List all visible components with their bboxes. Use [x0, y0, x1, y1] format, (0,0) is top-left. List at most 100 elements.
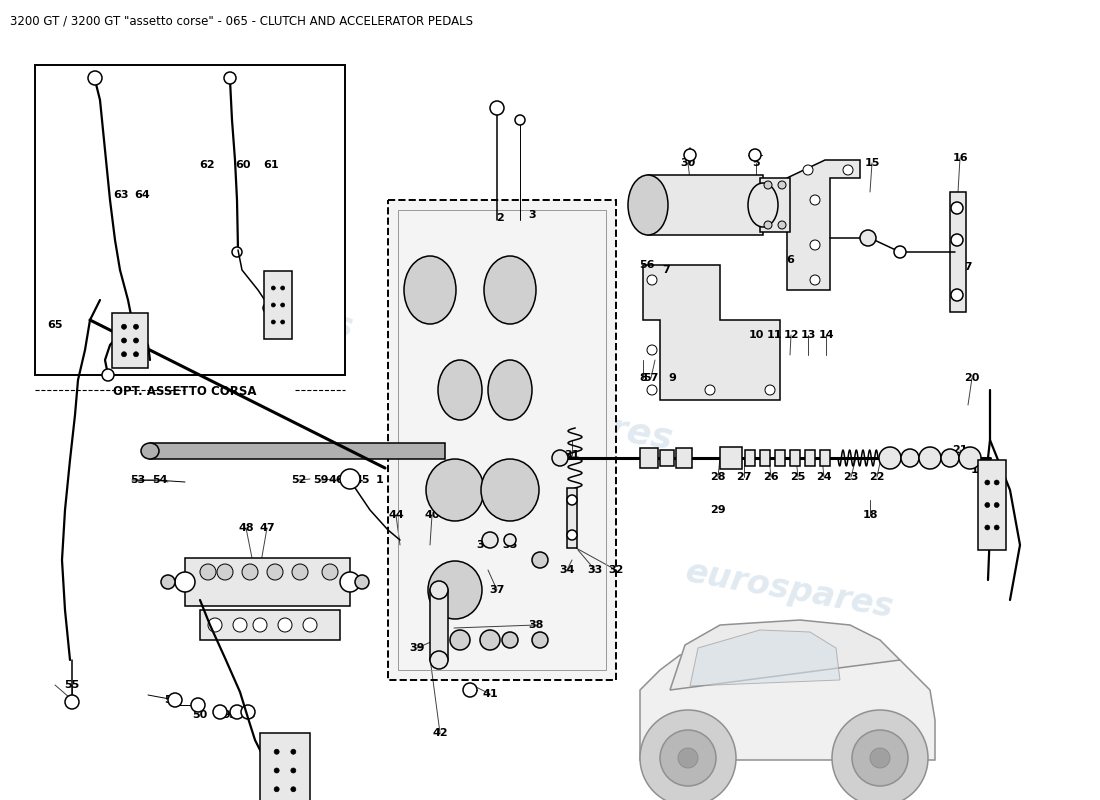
- Ellipse shape: [481, 459, 539, 521]
- Circle shape: [241, 705, 255, 719]
- Circle shape: [959, 447, 981, 469]
- Circle shape: [274, 768, 279, 773]
- Text: 19: 19: [970, 465, 986, 475]
- Circle shape: [292, 564, 308, 580]
- Circle shape: [290, 768, 296, 773]
- Circle shape: [430, 581, 448, 599]
- Text: 62: 62: [199, 160, 214, 170]
- Text: eurospares: eurospares: [683, 555, 896, 625]
- Bar: [760, 450, 770, 466]
- Polygon shape: [200, 610, 340, 640]
- Text: 1: 1: [376, 475, 384, 485]
- Polygon shape: [786, 160, 860, 290]
- Text: 41: 41: [482, 689, 498, 699]
- Ellipse shape: [488, 360, 532, 420]
- Circle shape: [502, 632, 518, 648]
- Circle shape: [121, 338, 126, 343]
- Bar: [760, 178, 790, 232]
- Text: eurospares: eurospares: [444, 383, 675, 457]
- Circle shape: [678, 748, 698, 768]
- Circle shape: [217, 564, 233, 580]
- Text: 23: 23: [844, 472, 859, 482]
- Text: 56: 56: [639, 260, 654, 270]
- Circle shape: [566, 495, 578, 505]
- Bar: [566, 488, 578, 548]
- Circle shape: [340, 469, 360, 489]
- Text: 54: 54: [152, 475, 167, 485]
- Bar: [648, 175, 763, 235]
- Circle shape: [272, 286, 275, 290]
- Polygon shape: [690, 630, 840, 686]
- Bar: [35, 65, 345, 375]
- Text: 64: 64: [134, 190, 150, 200]
- Circle shape: [322, 564, 338, 580]
- Circle shape: [984, 480, 990, 485]
- Text: 59: 59: [314, 475, 329, 485]
- Text: eurospares: eurospares: [143, 275, 356, 345]
- Bar: [978, 460, 1006, 550]
- Text: 4: 4: [639, 190, 647, 200]
- Ellipse shape: [426, 459, 484, 521]
- Text: 36: 36: [476, 540, 492, 550]
- Circle shape: [532, 552, 548, 568]
- Text: 3200 GT / 3200 GT "assetto corse" - 065 - CLUTCH AND ACCELERATOR PEDALS: 3200 GT / 3200 GT "assetto corse" - 065 …: [10, 14, 473, 27]
- Circle shape: [340, 572, 360, 592]
- Circle shape: [168, 693, 182, 707]
- Text: 40: 40: [425, 510, 440, 520]
- Text: 35: 35: [503, 540, 518, 550]
- Text: 18: 18: [862, 510, 878, 520]
- Bar: [150, 443, 446, 459]
- Circle shape: [480, 630, 501, 650]
- Polygon shape: [670, 620, 900, 690]
- Text: 47: 47: [260, 523, 275, 533]
- Text: 58: 58: [229, 710, 244, 720]
- Circle shape: [778, 221, 786, 229]
- Circle shape: [290, 786, 296, 792]
- Text: 27: 27: [736, 472, 751, 482]
- Text: 31: 31: [564, 450, 580, 460]
- Text: 3: 3: [528, 210, 536, 220]
- Circle shape: [274, 786, 279, 792]
- Circle shape: [764, 181, 772, 189]
- Polygon shape: [644, 265, 780, 400]
- Circle shape: [705, 385, 715, 395]
- Text: 46: 46: [328, 475, 344, 485]
- Text: 28: 28: [711, 472, 726, 482]
- Circle shape: [65, 695, 79, 709]
- Circle shape: [272, 320, 275, 324]
- Bar: [185, 558, 350, 606]
- Ellipse shape: [428, 561, 482, 619]
- Circle shape: [952, 234, 962, 246]
- Circle shape: [532, 632, 548, 648]
- Bar: [790, 450, 800, 466]
- Text: 63: 63: [113, 190, 129, 200]
- Bar: [112, 313, 148, 368]
- Polygon shape: [640, 645, 935, 760]
- Circle shape: [984, 525, 990, 530]
- Ellipse shape: [628, 175, 668, 235]
- Circle shape: [940, 449, 959, 467]
- Circle shape: [994, 502, 999, 507]
- Text: 14: 14: [818, 330, 834, 340]
- Circle shape: [552, 450, 568, 466]
- Circle shape: [852, 730, 907, 786]
- Text: 21: 21: [953, 445, 968, 455]
- Text: OPT. ASSETTO CORSA: OPT. ASSETTO CORSA: [113, 385, 256, 398]
- Circle shape: [121, 324, 126, 330]
- Text: 43: 43: [240, 710, 255, 720]
- Text: 5: 5: [752, 158, 760, 168]
- Ellipse shape: [438, 360, 482, 420]
- Text: 60: 60: [235, 160, 251, 170]
- Circle shape: [233, 618, 248, 632]
- Circle shape: [280, 286, 285, 290]
- Text: 12: 12: [783, 330, 799, 340]
- Text: 11: 11: [767, 330, 782, 340]
- Circle shape: [843, 165, 852, 175]
- Circle shape: [984, 502, 990, 507]
- Circle shape: [208, 618, 222, 632]
- Circle shape: [272, 303, 275, 307]
- Text: 7: 7: [662, 265, 670, 275]
- Text: 48: 48: [239, 523, 254, 533]
- Circle shape: [430, 651, 448, 669]
- Circle shape: [161, 575, 175, 589]
